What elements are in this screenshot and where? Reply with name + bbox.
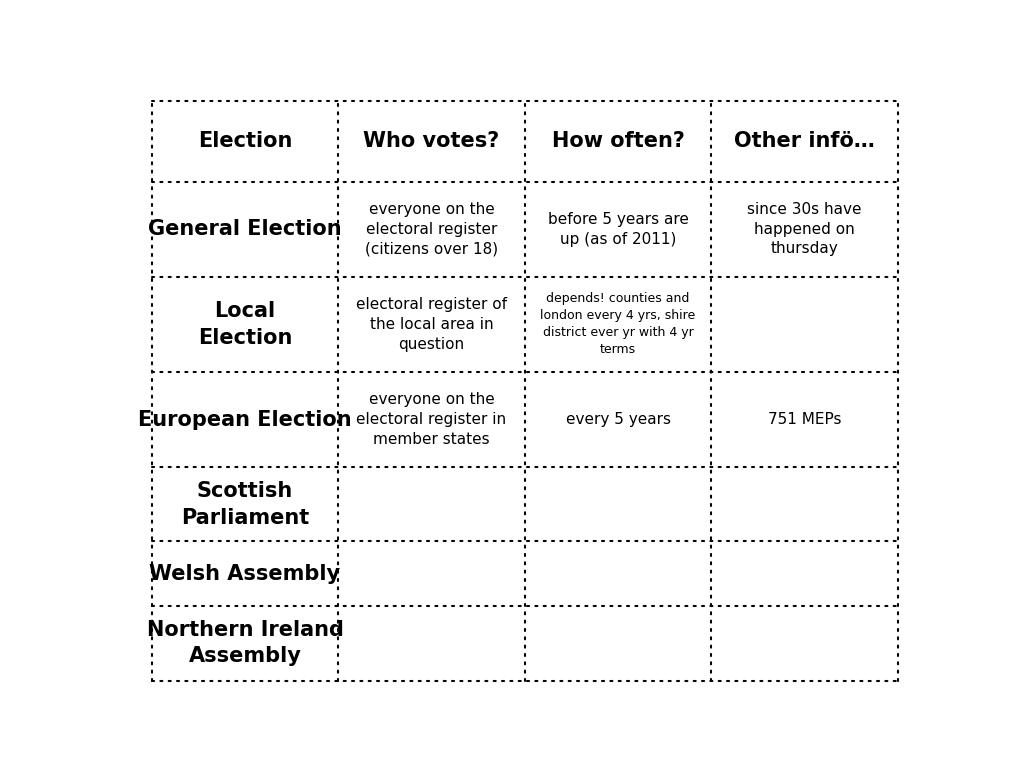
Text: everyone on the
electoral register
(citizens over 18): everyone on the electoral register (citi… xyxy=(365,202,498,257)
Text: electoral register of
the local area in
question: electoral register of the local area in … xyxy=(356,297,507,352)
Text: Welsh Assembly: Welsh Assembly xyxy=(150,564,341,584)
Text: Local
Election: Local Election xyxy=(198,301,292,348)
Text: every 5 years: every 5 years xyxy=(565,412,671,427)
Text: General Election: General Election xyxy=(148,219,342,239)
Text: depends! counties and
london every 4 yrs, shire
district ever yr with 4 yr
terms: depends! counties and london every 4 yrs… xyxy=(541,293,695,356)
Text: since 30s have
happened on
thursday: since 30s have happened on thursday xyxy=(748,202,862,257)
Text: Who votes?: Who votes? xyxy=(364,131,500,151)
Text: European Election: European Election xyxy=(138,410,352,430)
Text: Scottish
Parliament: Scottish Parliament xyxy=(181,482,309,528)
Text: Northern Ireland
Assembly: Northern Ireland Assembly xyxy=(146,620,343,667)
Text: How often?: How often? xyxy=(552,131,684,151)
Text: 751 MEPs: 751 MEPs xyxy=(768,412,842,427)
Text: Other infö…: Other infö… xyxy=(734,131,874,151)
Text: everyone on the
electoral register in
member states: everyone on the electoral register in me… xyxy=(356,392,507,447)
Text: Election: Election xyxy=(198,131,292,151)
Text: before 5 years are
up (as of 2011): before 5 years are up (as of 2011) xyxy=(548,212,688,247)
